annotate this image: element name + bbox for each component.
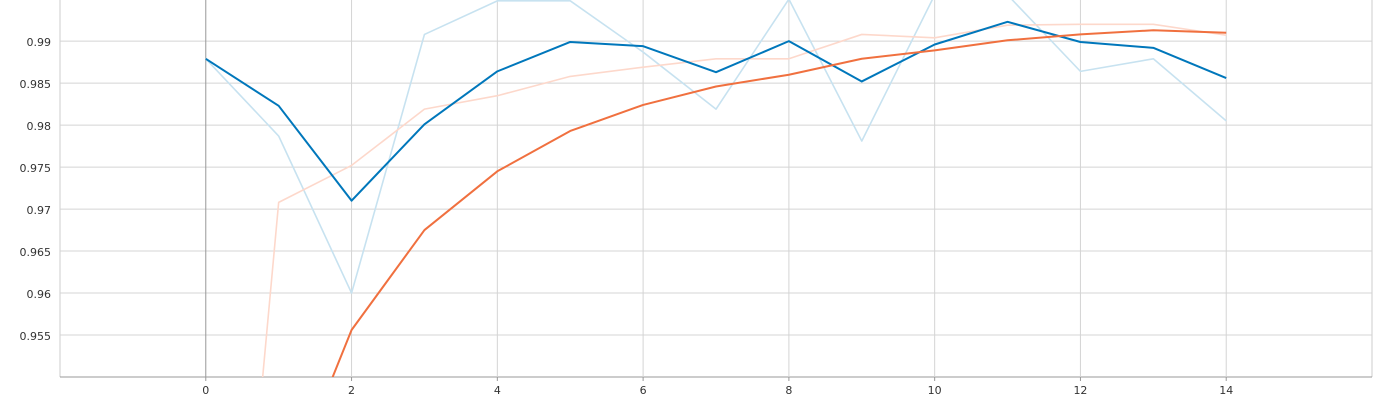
y-tick-label: 0.99 [27,36,52,49]
x-tick-label: 6 [640,384,647,397]
x-tick-label: 2 [348,384,355,397]
y-tick-label: 0.98 [27,120,52,133]
y-tick-label: 0.975 [20,162,52,175]
x-tick-label: 14 [1219,384,1233,397]
y-tick-label: 0.965 [20,246,52,259]
series-line [261,23,1227,377]
series-line [205,20,1227,202]
series-line [331,29,1227,377]
y-tick-label: 0.97 [27,204,52,217]
x-tick-label: 10 [928,384,942,397]
y-tick-label: 0.985 [20,78,52,91]
y-tick-label: 0.96 [27,288,52,301]
x-tick-label: 8 [785,384,792,397]
x-tick-label: 0 [202,384,209,397]
x-tick-label: 12 [1073,384,1087,397]
series-line [205,0,1227,294]
x-tick-label: 4 [494,384,501,397]
plot-area [205,0,1227,377]
y-tick-label: 0.955 [20,330,52,343]
